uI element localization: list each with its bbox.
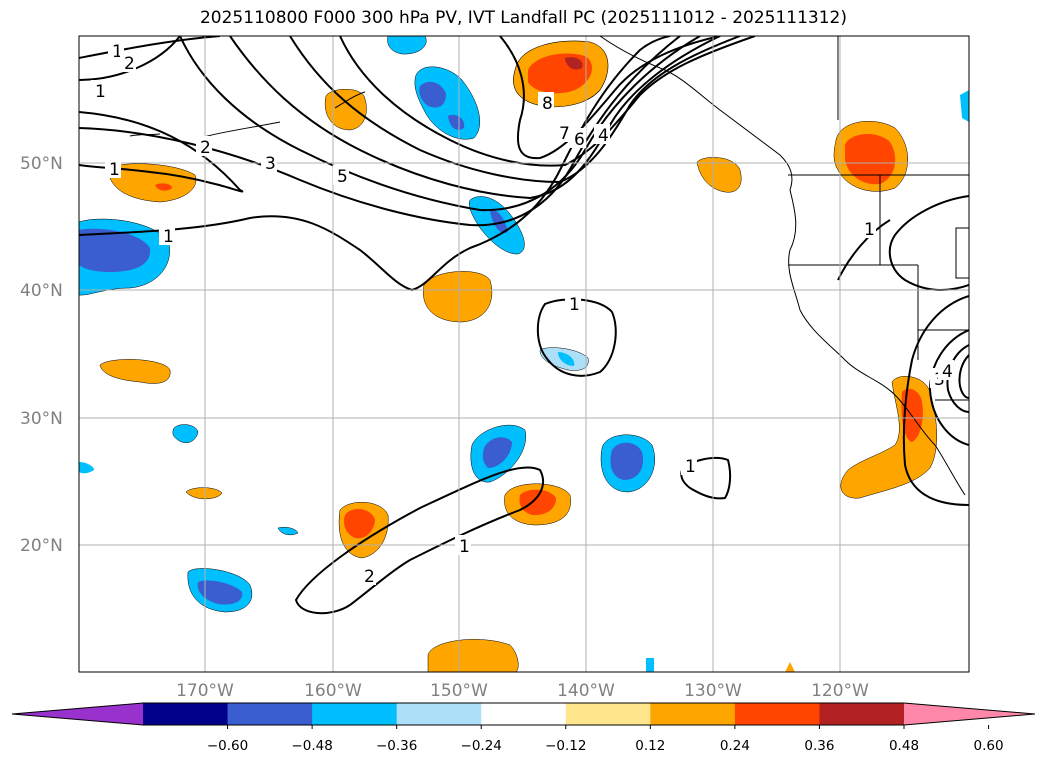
contour-label: 4 — [598, 126, 609, 146]
coastlines — [129, 36, 969, 496]
map-title: 2025110800 F000 300 hPa PV, IVT Landfall… — [199, 8, 847, 28]
pv-contours — [79, 36, 969, 615]
contour-label: 4 — [942, 362, 953, 382]
contour-label: 1 — [459, 537, 470, 557]
map-background — [79, 36, 969, 672]
lon-label: 140°W — [557, 681, 615, 701]
colorbar-segment — [734, 703, 820, 725]
colorbar-tick-label: 0.60 — [974, 738, 1004, 754]
latitude-labels: 50°N 40°N 30°N 20°N — [20, 154, 63, 556]
contour-label: 2 — [124, 54, 135, 74]
contour-label: 1 — [685, 457, 696, 477]
lat-label: 20°N — [20, 536, 63, 556]
colorbar-tick-label: −0.36 — [376, 738, 417, 754]
contour-label: 1 — [109, 160, 120, 180]
colorbar-tick-label: 0.12 — [635, 738, 665, 754]
lon-label: 160°W — [304, 681, 362, 701]
contour-label: 8 — [542, 94, 553, 114]
contour-labels: 1 2 3 5 6 7 4 1 1 1 1 1 1 2 3 4 1 2 8 — [91, 40, 954, 587]
longitude-labels: 170°W 160°W 150°W 140°W 130°W 120°W — [176, 681, 869, 701]
colorbar-tick-label: 0.36 — [804, 738, 834, 754]
colorbar-extend-min — [12, 703, 143, 725]
contour-label: 6 — [574, 130, 585, 150]
contour-label: 1 — [569, 295, 580, 315]
colorbar-segment — [227, 703, 313, 725]
negative-anomaly-shading — [79, 36, 969, 672]
lat-label: 30°N — [20, 409, 63, 429]
colorbar-segment — [396, 703, 482, 725]
lat-label: 40°N — [20, 281, 63, 301]
contour-label: 1 — [95, 82, 106, 102]
colorbar-tick-label: −0.48 — [291, 738, 332, 754]
colorbar-tick-label: −0.12 — [545, 738, 586, 754]
colorbar-segment — [565, 703, 651, 725]
colorbar-outline — [11, 702, 1036, 726]
colorbar-segment — [819, 703, 905, 725]
colorbar-segment — [143, 703, 229, 725]
contour-label: 1 — [112, 42, 123, 62]
colorbar: −0.60 −0.48 −0.36 −0.24 −0.12 0.12 0.24 0.36 0.4… — [11, 702, 1036, 754]
colorbar-tick-label: 0.24 — [720, 738, 750, 754]
lon-label: 130°W — [684, 681, 742, 701]
colorbar-segment — [312, 703, 398, 725]
contour-label: 1 — [864, 220, 875, 240]
lon-label: 120°W — [811, 681, 869, 701]
contour-label: 2 — [364, 567, 375, 587]
colorbar-segment — [481, 703, 567, 725]
contour-label: 1 — [163, 227, 174, 247]
positive-anomaly-shading — [99, 40, 937, 672]
colorbar-extend-max — [904, 703, 1035, 725]
map-frame — [78, 35, 970, 673]
colorbar-tick-label: 0.48 — [889, 738, 919, 754]
contour-label: 2 — [200, 138, 211, 158]
lat-label: 50°N — [20, 154, 63, 174]
colorbar-segment — [650, 703, 736, 725]
contour-label: 5 — [337, 167, 348, 187]
colorbar-tick-label: −0.60 — [207, 738, 248, 754]
contour-label: 3 — [265, 154, 276, 174]
lon-label: 150°W — [430, 681, 488, 701]
contour-label: 7 — [559, 124, 570, 144]
lon-label: 170°W — [176, 681, 234, 701]
colorbar-tick-label: −0.24 — [461, 738, 502, 754]
